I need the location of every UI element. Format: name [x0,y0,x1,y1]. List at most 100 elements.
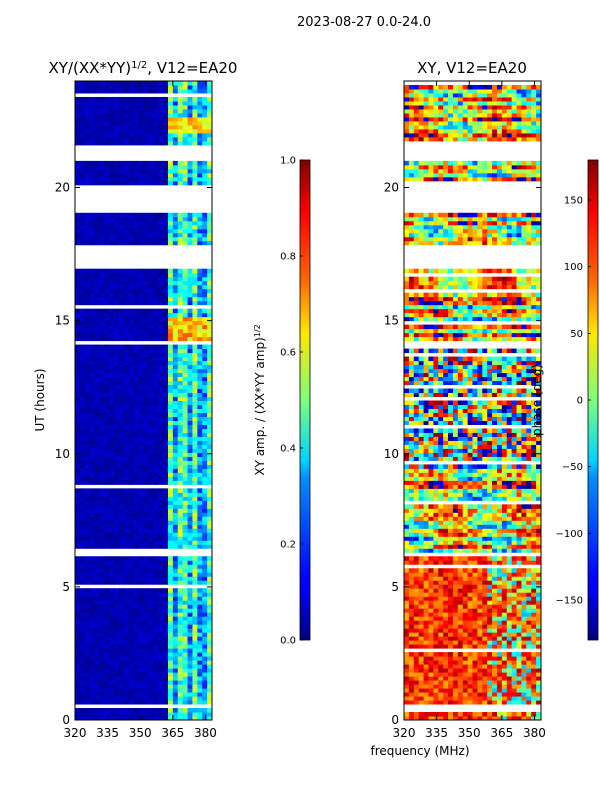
left-heatmap-cell [202,392,208,398]
left-heatmap-cell [79,700,86,705]
left-heatmap-cell [128,392,135,398]
right-heatmap-cell [438,572,444,577]
left-heatmap-cell [99,324,105,330]
left-heatmap-cell [163,412,169,417]
left-heatmap-cell [109,668,115,673]
right-heatmap-cell [531,576,537,581]
left-heatmap-cell [197,392,203,398]
left-heatmap-cell [182,544,189,549]
left-heatmap-cell [187,396,193,401]
right-heatmap-cell [433,632,439,637]
left-heatmap-cell [207,564,213,569]
left-heatmap-cell [192,516,198,521]
left-heatmap-cell [84,420,91,425]
left-heatmap-cell [207,328,213,334]
left-heatmap-cell [182,516,189,521]
left-heatmap-cell [128,476,135,481]
left-heatmap-cell [114,700,120,705]
left-heatmap-cell [89,644,96,649]
left-heatmap-cell [104,352,110,358]
left-heatmap-cell [197,448,203,453]
right-heatmap-cell [511,544,518,549]
left-heatmap-cell [119,624,125,629]
left-heatmap-cell [119,376,125,382]
left-colorbar-tick-label: 0.4 [280,444,296,455]
left-heatmap-cell [167,616,174,621]
left-heatmap-cell [163,524,169,529]
left-heatmap-cell [99,608,105,613]
left-heatmap-cell [202,284,208,290]
left-heatmap-cell [153,384,159,390]
right-heatmap-cell [487,656,493,661]
left-heatmap-cell [167,612,174,617]
right-heatmap-cell [526,596,532,601]
left-heatmap-cell [123,560,130,565]
left-heatmap-cell [84,268,91,274]
left-heatmap-cell [143,664,149,669]
right-heatmap-cell [418,688,425,693]
left-heatmap-cell [104,388,110,394]
left-heatmap-cell [197,232,203,238]
right-heatmap-cell [418,632,425,637]
right-heatmap-cell [467,664,473,669]
left-heatmap-cell [143,372,149,378]
right-heatmap-cell [423,664,429,669]
left-heatmap-cell [119,388,125,394]
left-heatmap-cell [153,504,159,509]
left-heatmap-cell [94,712,100,717]
left-heatmap-cell [177,416,184,421]
right-heatmap-cell [526,568,532,573]
left-heatmap-cell [75,420,81,425]
left-heatmap-cell [172,536,179,541]
left-heatmap-cell [148,160,154,166]
left-heatmap-cell [192,312,198,318]
left-heatmap-cell [177,688,184,693]
left-heatmap-cell [138,432,144,437]
right-heatmap-cell [536,656,542,661]
left-heatmap-cell [192,396,198,401]
left-heatmap-cell [104,536,110,541]
left-heatmap-cell [123,212,130,218]
left-heatmap-cell [177,468,184,473]
left-heatmap-cell [133,716,140,721]
left-heatmap-cell [172,616,179,621]
right-heatmap-cell [496,576,503,581]
left-heatmap-cell [202,292,208,298]
right-heatmap-cell [477,632,483,637]
left-heatmap-cell [75,396,81,401]
left-heatmap-cell [153,540,159,545]
left-heatmap-cell [75,540,81,545]
left-heatmap-cell [89,692,96,697]
left-heatmap-cell [99,104,105,110]
left-heatmap-cell [158,444,164,449]
right-heatmap-cell [496,592,503,597]
left-heatmap-cell [182,616,189,621]
left-heatmap-cell [79,180,86,186]
right-heatmap-cell [443,612,449,617]
left-heatmap-cell [153,680,159,685]
right-heatmap-cell [531,712,537,717]
left-heatmap-cell [172,464,179,469]
left-heatmap-cell [177,168,184,174]
right-heatmap-cell [496,612,503,617]
left-heatmap-cell [128,328,135,334]
left-heatmap-cell [153,656,159,661]
left-heatmap-cell [148,712,154,717]
left-heatmap-cell [177,668,184,673]
left-heatmap-cell [172,424,179,429]
left-heatmap-cell [114,392,120,398]
left-heatmap-cell [148,104,154,110]
left-heatmap-cell [109,492,115,497]
left-heatmap-cell [202,656,208,661]
left-heatmap-cell [172,408,179,413]
right-heatmap-cell [496,644,503,649]
left-heatmap-cell [182,664,189,669]
left-heatmap-cell [94,696,100,701]
right-heatmap-cell [492,608,498,613]
right-heatmap-cell [501,696,508,701]
left-heatmap-cell [94,708,100,713]
left-heatmap-cell [123,640,130,645]
left-heatmap-cell [133,596,140,601]
left-heatmap-cell [167,564,174,569]
left-heatmap-cell [202,128,208,134]
